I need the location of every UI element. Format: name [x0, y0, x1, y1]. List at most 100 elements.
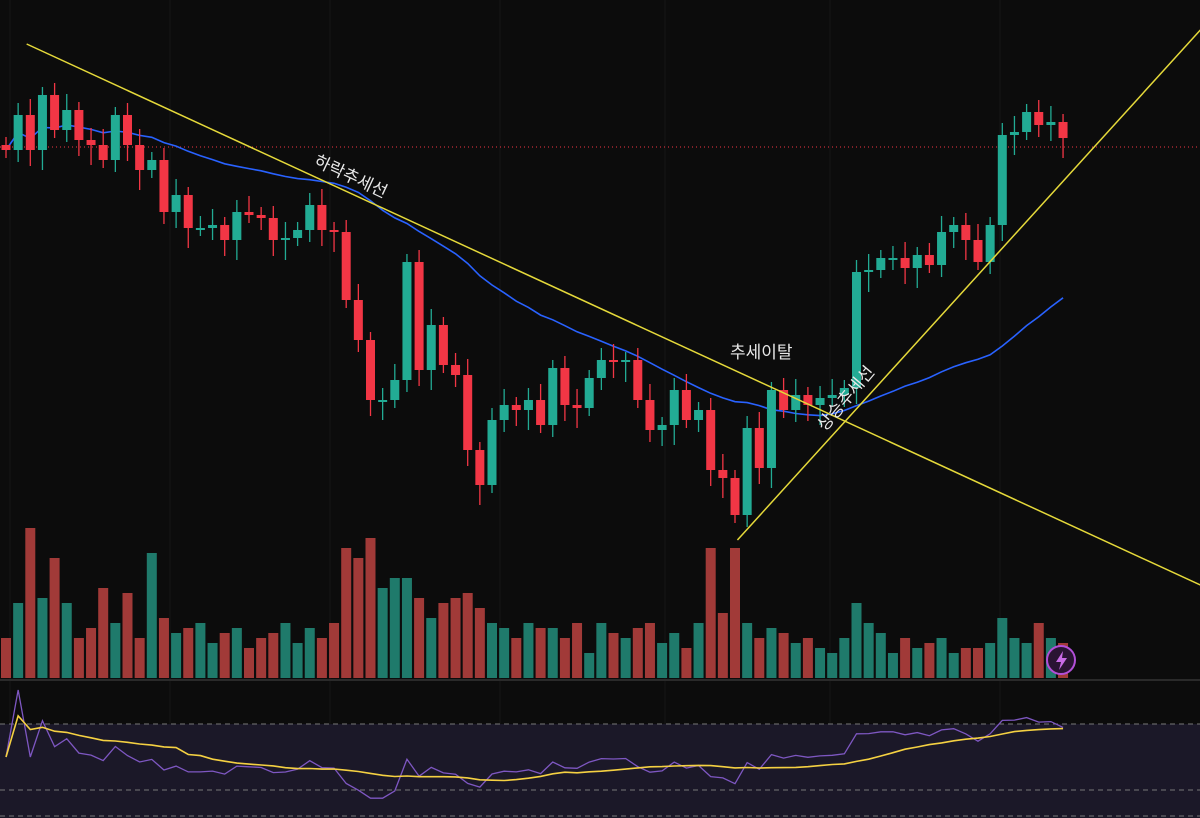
- volume-bar: [1033, 623, 1044, 678]
- volume-bar: [547, 628, 558, 678]
- candle-body: [924, 255, 934, 265]
- candle-body: [754, 428, 764, 468]
- candle-body: [815, 398, 825, 405]
- candle-body: [317, 205, 327, 230]
- candle-body: [742, 428, 752, 515]
- candle-body: [426, 325, 436, 370]
- volume-bar: [584, 653, 595, 678]
- candle-body: [159, 160, 169, 212]
- volume-bar: [802, 638, 813, 678]
- candle-body: [609, 360, 618, 362]
- candle-body: [13, 115, 23, 150]
- volume-bar: [912, 648, 923, 678]
- volume-bar: [644, 623, 655, 678]
- candle-body: [681, 390, 691, 420]
- candle-body: [110, 115, 120, 160]
- alert-button[interactable]: [1046, 645, 1076, 675]
- volume-bar: [341, 548, 352, 678]
- candle-body: [961, 225, 971, 240]
- candle-body: [86, 140, 96, 145]
- volume-bar: [49, 558, 60, 678]
- candle-body: [208, 225, 218, 228]
- volume-bar: [37, 598, 48, 678]
- candle-body: [827, 395, 837, 398]
- candle-body: [438, 325, 448, 365]
- volume-bar: [73, 638, 84, 678]
- volume-bar: [316, 638, 327, 678]
- volume-bar: [717, 613, 728, 678]
- volume-bar: [730, 548, 740, 678]
- volume-bar: [1009, 638, 1020, 678]
- volume-bar: [329, 623, 340, 678]
- candle-body: [329, 230, 339, 232]
- candle-body: [912, 255, 922, 268]
- lightning-icon: [1056, 651, 1067, 670]
- candle-body: [499, 405, 509, 420]
- candle-body: [1034, 112, 1044, 125]
- volume-bar: [158, 618, 169, 678]
- candle-body: [985, 225, 995, 262]
- candle-body: [523, 400, 533, 410]
- volume-bar: [875, 633, 886, 678]
- candle-body: [390, 380, 400, 400]
- volume-bar: [790, 643, 801, 678]
- volume-bar: [13, 603, 24, 678]
- volume-bar: [572, 623, 583, 678]
- trendlines: [26, 29, 1200, 586]
- candle-body: [645, 400, 655, 430]
- volume-bar: [438, 603, 449, 678]
- candle-body: [669, 390, 679, 425]
- candle-body: [451, 365, 461, 375]
- candle-body: [876, 258, 886, 270]
- volume-bar: [973, 648, 983, 678]
- candle-body: [305, 205, 315, 230]
- volume-bar: [292, 643, 303, 678]
- uptrend-trendline: [736, 29, 1200, 541]
- candle-body: [37, 95, 47, 150]
- candle-body: [62, 110, 72, 130]
- candle-body: [1046, 122, 1056, 125]
- candle-body: [341, 232, 351, 300]
- volume-bar: [766, 628, 777, 678]
- volume-bar: [414, 598, 425, 678]
- candle-body: [572, 405, 582, 408]
- volume-bar: [304, 628, 315, 678]
- volume-bar: [171, 633, 182, 678]
- candle-body: [402, 262, 412, 380]
- candle-body: [730, 478, 740, 515]
- candle-body: [135, 145, 145, 170]
- volume-bar: [608, 633, 619, 678]
- candle-body: [596, 360, 606, 378]
- volume-bar: [523, 623, 534, 678]
- volume-bar: [499, 628, 510, 678]
- candle-body: [378, 400, 388, 402]
- candle-body: [937, 232, 947, 265]
- candle-body: [414, 262, 424, 370]
- candles: [1, 83, 1068, 527]
- breakout-label: 추세이탈: [730, 343, 793, 363]
- volume-bar: [86, 628, 97, 678]
- candle-body: [1009, 132, 1019, 135]
- candle-body: [852, 272, 861, 388]
- volume-bar: [511, 638, 522, 678]
- candle-body: [706, 410, 716, 470]
- volume-bar: [146, 553, 157, 678]
- candle-body: [1058, 122, 1068, 138]
- candle-body: [1022, 112, 1032, 132]
- candle-body: [1, 145, 11, 150]
- candle-body: [256, 215, 266, 218]
- volume-bar: [1021, 643, 1032, 678]
- candle-body: [123, 115, 132, 145]
- volume-bar: [815, 648, 826, 678]
- candle-body: [463, 375, 473, 450]
- volume-bar: [559, 638, 570, 678]
- volume-bar: [705, 548, 716, 678]
- volume-bar: [657, 643, 668, 678]
- volume-bar: [778, 633, 789, 678]
- candle-body: [657, 425, 667, 430]
- candle-body: [487, 420, 497, 485]
- volume-bar: [401, 578, 412, 678]
- candle-body: [74, 110, 84, 140]
- candle-body: [900, 258, 910, 268]
